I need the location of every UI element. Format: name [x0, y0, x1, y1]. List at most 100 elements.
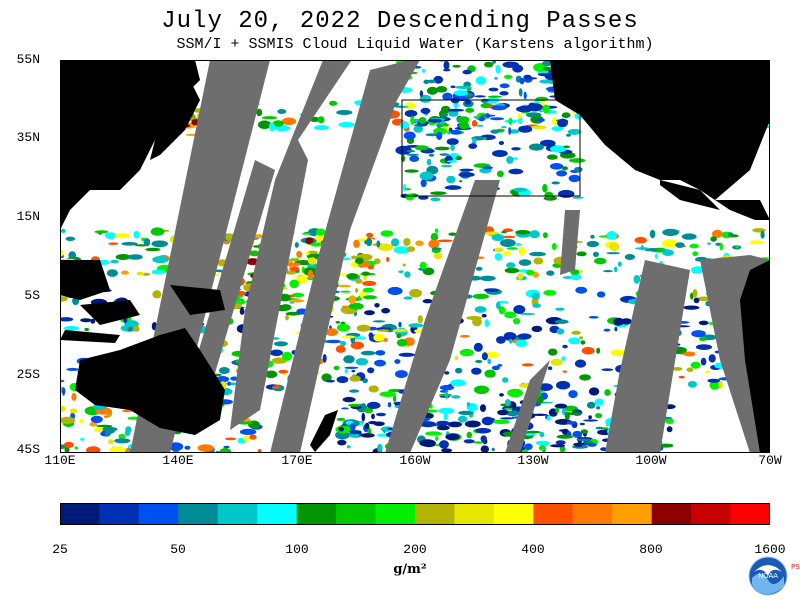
cloud-patch — [413, 125, 424, 133]
cloud-patch — [436, 420, 450, 426]
asia-landmass — [60, 60, 200, 230]
cloud-patch — [678, 375, 685, 379]
cloud-patch — [343, 355, 355, 364]
cloud-patch — [403, 131, 416, 140]
cloud-patch — [531, 325, 543, 333]
cloud-patch — [480, 435, 487, 443]
cloud-patch — [145, 247, 161, 252]
cloud-patch — [368, 421, 378, 425]
cloud-patch — [74, 446, 79, 450]
cloud-patch — [71, 392, 77, 401]
cloud-patch — [448, 110, 459, 117]
cloud-patch — [704, 370, 711, 374]
scale-segment — [375, 503, 416, 525]
swath-gap — [230, 60, 352, 430]
cloud-patch — [523, 91, 527, 100]
cloud-patch — [60, 444, 66, 449]
lat-label-35n: 35N — [16, 130, 40, 145]
cloud-patch — [249, 250, 260, 257]
cloud-patch — [335, 345, 346, 353]
cloud-patch — [450, 129, 462, 135]
japan-landmass — [150, 80, 200, 160]
cloud-patch — [336, 417, 346, 421]
cloud-patch — [695, 344, 713, 350]
lon-label-130w: 130W — [517, 453, 549, 468]
cloud-patch — [447, 130, 451, 135]
lat-label-55n: 55N — [16, 52, 40, 67]
cloud-patch — [376, 240, 381, 248]
cloud-patch — [431, 247, 442, 251]
cloud-patch — [421, 68, 426, 73]
cloud-patch — [430, 232, 439, 242]
cloud-patch — [436, 131, 443, 140]
cloud-patch — [94, 230, 109, 234]
cloud-patch — [546, 154, 558, 160]
cloud-patch — [381, 307, 390, 314]
cloud-patch — [491, 447, 495, 452]
cloud-patch — [427, 118, 442, 123]
cloud-patch — [346, 445, 351, 449]
cloud-patch — [567, 128, 582, 135]
cloud-patch — [327, 339, 341, 344]
cloud-patch — [418, 117, 427, 124]
map-title: July 20, 2022 Descending Passes — [161, 8, 639, 35]
cloud-patch — [108, 439, 114, 445]
cloud-patch — [727, 232, 734, 236]
cloud-patch — [476, 124, 484, 127]
scale-segment — [415, 503, 455, 525]
cloud-patch — [136, 271, 144, 276]
land-masses — [60, 60, 770, 453]
cloud-patch — [392, 328, 408, 333]
cloud-patch — [355, 278, 363, 284]
cloud-patch — [523, 74, 532, 80]
cloud-patch — [538, 383, 553, 391]
swath-gap — [270, 60, 410, 453]
cloud-patch — [501, 126, 507, 129]
cloud-patch — [419, 261, 427, 270]
swath-gap — [560, 210, 580, 275]
cloud-patch — [425, 431, 442, 436]
cloud-patch — [364, 310, 375, 316]
cloud-patch — [503, 332, 517, 341]
cloud-patch — [484, 319, 490, 328]
cloud-patch — [349, 423, 356, 432]
scale-tick-label: 50 — [170, 542, 186, 557]
cloud-patch — [609, 242, 620, 252]
cloud-patch — [402, 263, 406, 267]
cloud-patch — [333, 365, 340, 371]
cloud-patch — [396, 333, 402, 339]
cloud-patch — [557, 118, 568, 128]
cloud-patch — [539, 431, 545, 437]
cloud-patch — [125, 448, 131, 453]
cloud-patch — [448, 232, 458, 236]
new-zealand-landmass — [310, 410, 338, 452]
cloud-patch — [594, 257, 607, 265]
cloud-patch — [404, 169, 419, 173]
cloud-patch — [485, 113, 491, 119]
cloud-patch — [604, 389, 611, 396]
cloud-patch — [690, 361, 701, 369]
cloud-patch — [109, 446, 126, 453]
cloud-patch — [402, 183, 407, 192]
cloud-patch — [349, 375, 361, 382]
cloud-patch — [718, 381, 723, 389]
cloud-patch — [572, 430, 583, 438]
cloud-patch — [556, 328, 565, 335]
cloud-patch — [435, 436, 439, 441]
cloud-patch — [559, 445, 566, 453]
cloud-patch — [268, 122, 275, 132]
cloud-patch — [683, 305, 700, 310]
cloud-patch — [614, 327, 618, 332]
cloud-patch — [447, 421, 463, 428]
borneo-landmass — [80, 300, 140, 325]
cloud-patch — [574, 166, 583, 173]
cloud-patch — [458, 172, 475, 178]
cloud-patch — [336, 376, 349, 384]
cloud-patch — [474, 306, 487, 313]
cloud-patch — [307, 257, 317, 265]
cloud-patch — [403, 296, 413, 300]
cloud-patch — [500, 239, 516, 247]
map-frame — [60, 60, 770, 453]
cloud-patch — [479, 275, 496, 281]
cloud-patch — [531, 125, 547, 130]
